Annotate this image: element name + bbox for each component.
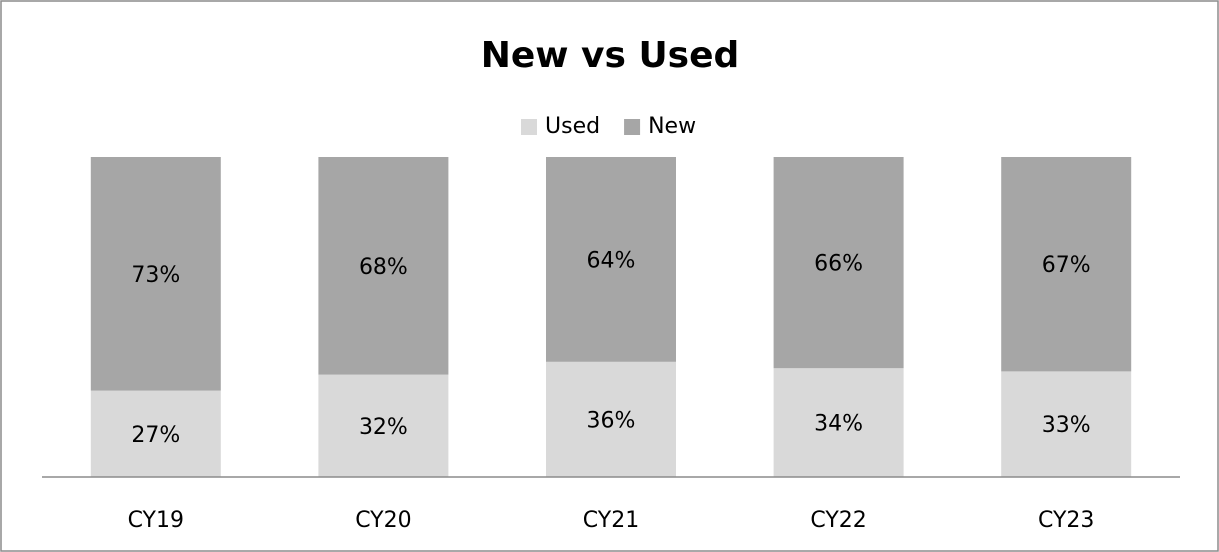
legend-swatch	[521, 119, 537, 135]
bar-segment	[318, 374, 449, 477]
bar-segment	[773, 157, 904, 369]
bar-segment	[546, 157, 676, 362]
legend-label: New	[648, 114, 696, 139]
x-tick-label: CY19	[128, 508, 184, 533]
data-label: 66%	[814, 252, 863, 277]
x-tick-label: CY20	[355, 508, 411, 533]
bar-segment	[1001, 371, 1132, 477]
data-label: 34%	[814, 412, 863, 437]
legend-swatch	[624, 119, 641, 135]
bar-segment	[546, 361, 676, 477]
x-tick-label: CY21	[583, 508, 639, 533]
bar-segment	[1001, 157, 1132, 372]
bar-segment	[773, 368, 904, 477]
chart-title: New vs Used	[481, 35, 740, 76]
data-label: 68%	[359, 255, 408, 280]
legend-label: Used	[545, 114, 600, 139]
data-label: 27%	[131, 423, 180, 448]
bar-segment	[90, 390, 221, 477]
bar-segment	[90, 157, 221, 391]
bar-segment	[318, 157, 449, 375]
data-label: 33%	[1042, 413, 1091, 438]
data-label: 73%	[131, 263, 180, 288]
data-label: 64%	[587, 248, 636, 273]
data-label: 67%	[1042, 253, 1091, 278]
data-label: 36%	[587, 408, 636, 433]
x-tick-label: CY22	[810, 508, 866, 533]
data-label: 32%	[359, 415, 408, 440]
x-tick-label: CY23	[1038, 508, 1094, 533]
